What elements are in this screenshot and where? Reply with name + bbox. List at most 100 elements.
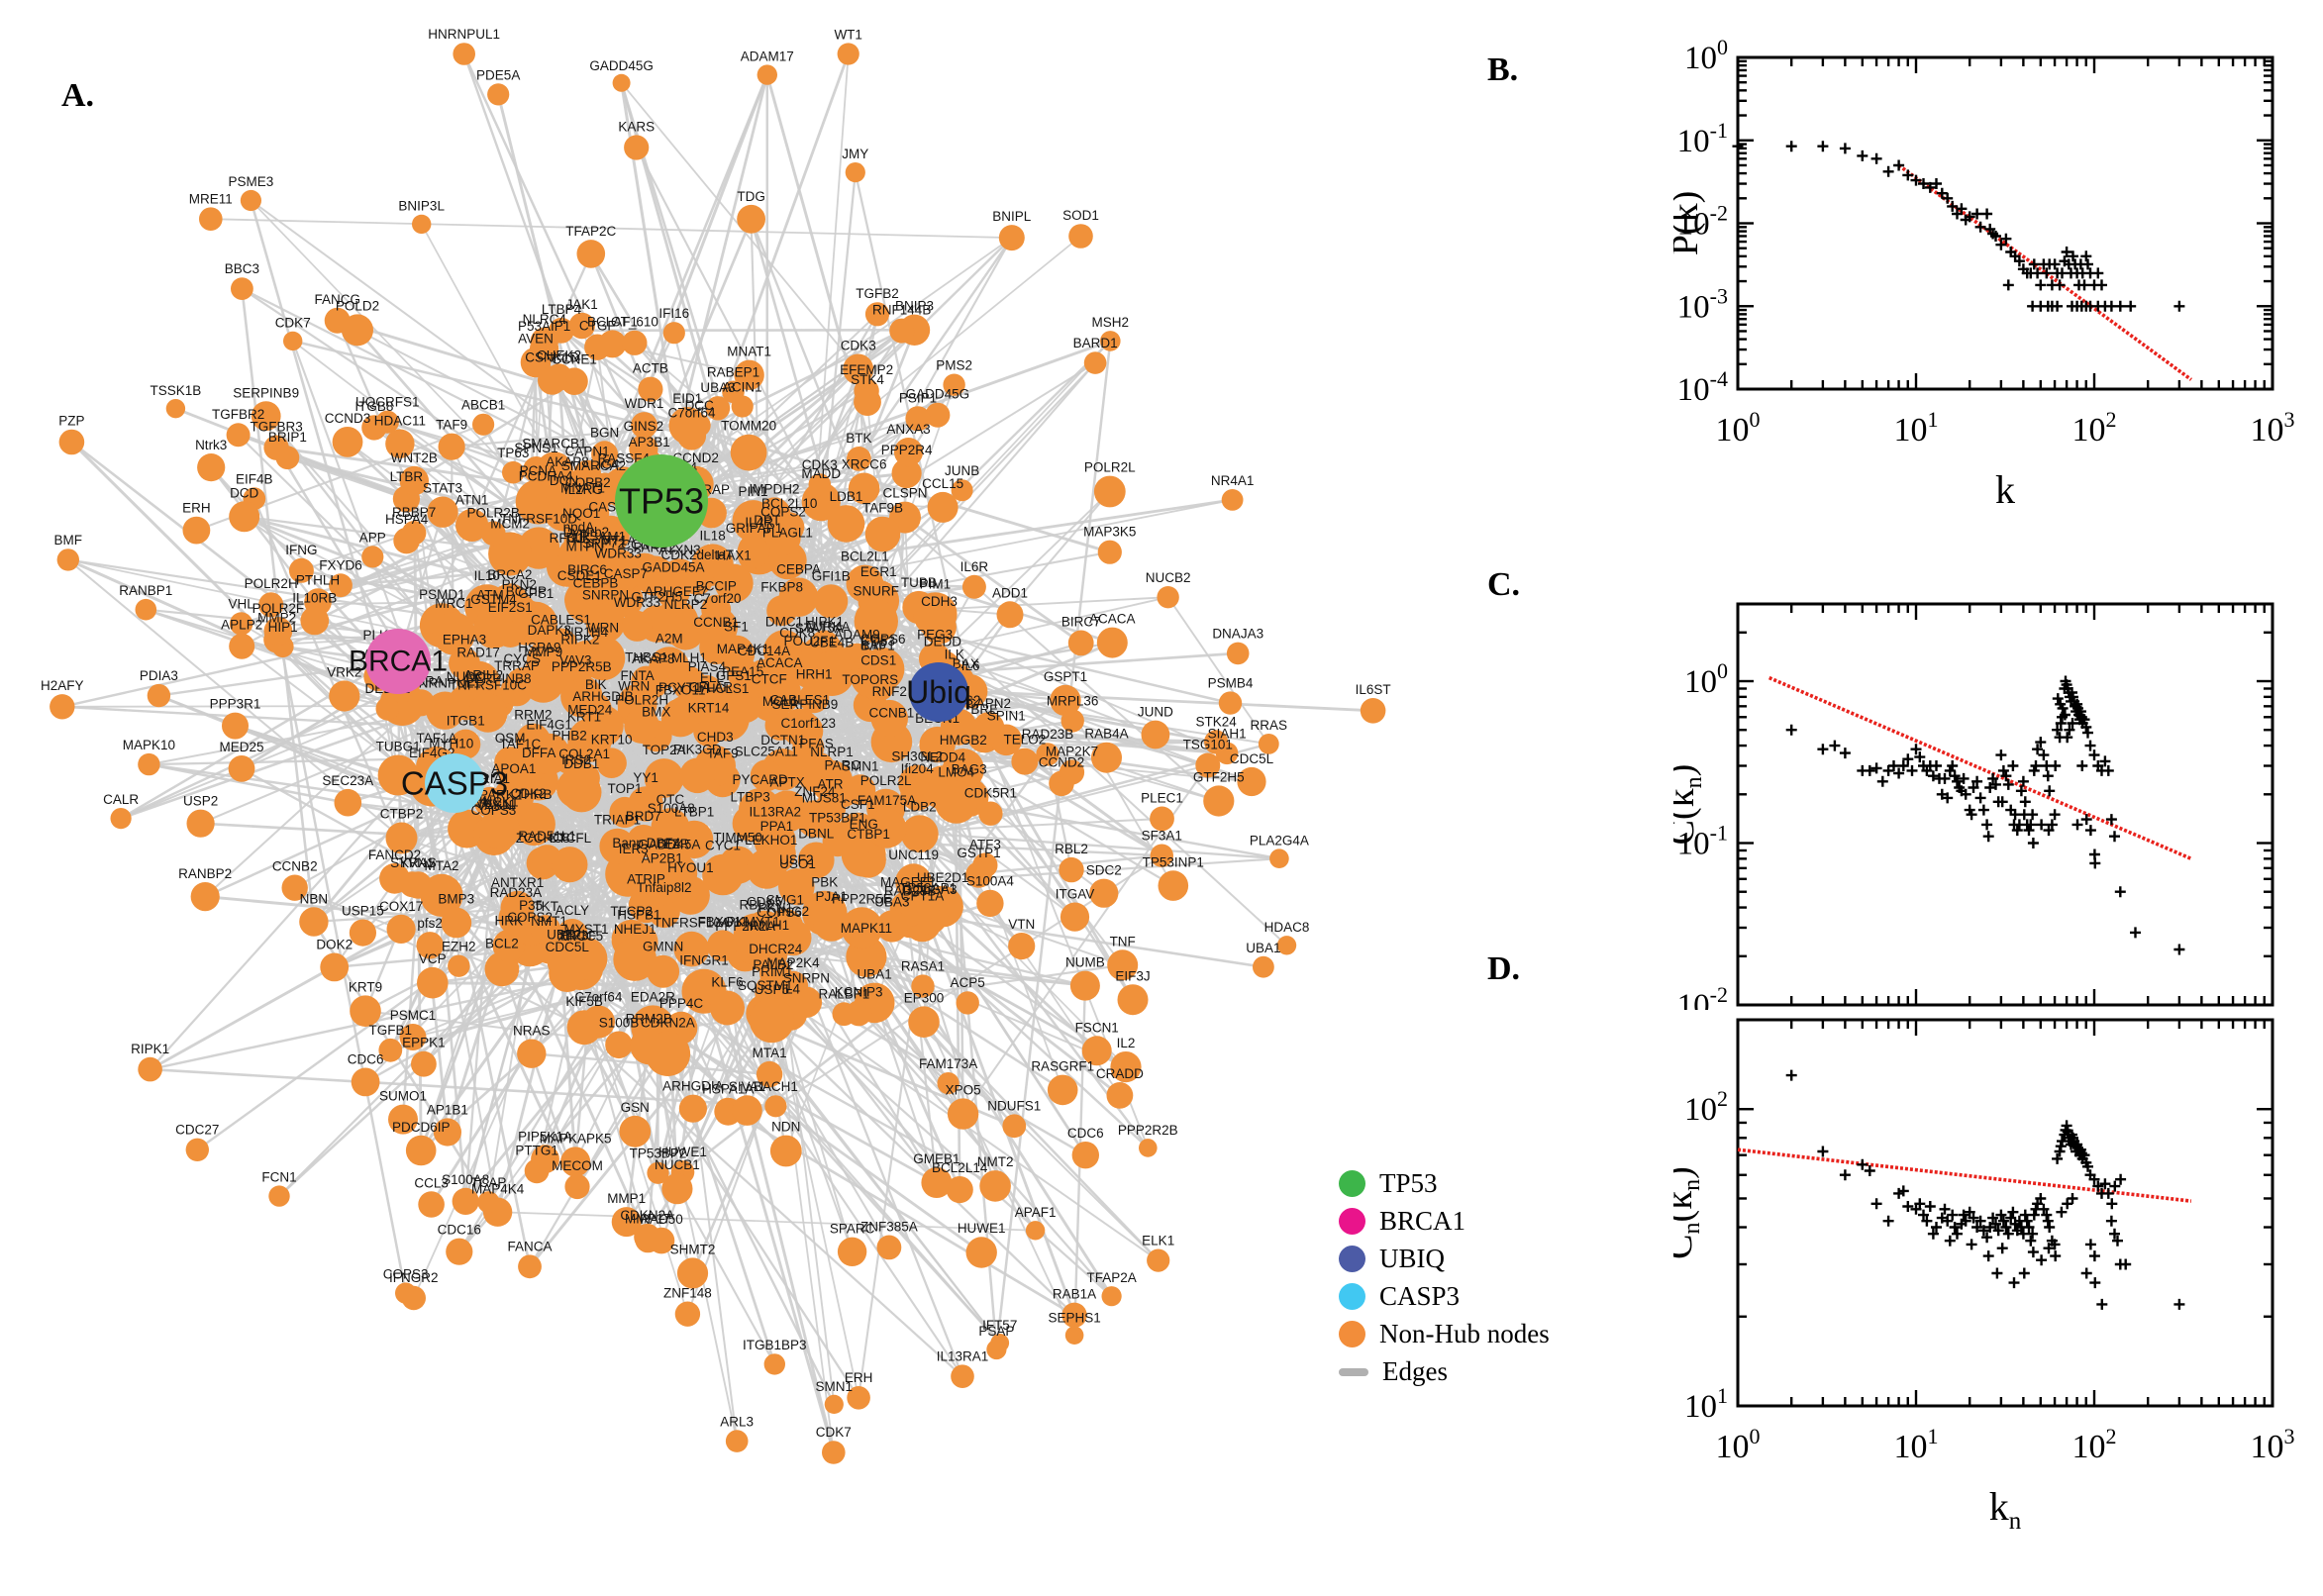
network-node[interactable] <box>730 434 767 471</box>
network-node[interactable] <box>350 995 381 1027</box>
network-node[interactable] <box>299 907 329 937</box>
network-node[interactable] <box>674 1301 701 1327</box>
network-node[interactable] <box>468 693 508 733</box>
network-node[interactable] <box>487 83 510 106</box>
network-node[interactable] <box>1107 949 1139 981</box>
network-node[interactable] <box>759 957 792 990</box>
network-node[interactable] <box>870 699 908 738</box>
network-node[interactable] <box>758 835 796 873</box>
network-node[interactable] <box>965 861 992 888</box>
network-node[interactable] <box>1147 1248 1170 1272</box>
network-node[interactable] <box>824 1394 844 1414</box>
network-node[interactable] <box>1258 734 1279 754</box>
network-node[interactable] <box>1011 748 1039 775</box>
network-node[interactable] <box>763 1353 785 1375</box>
network-node[interactable] <box>965 1237 997 1268</box>
network-node[interactable] <box>702 853 744 896</box>
network-node[interactable] <box>624 135 650 160</box>
network-node[interactable] <box>635 1227 661 1253</box>
network-node[interactable] <box>847 447 871 471</box>
network-node[interactable] <box>864 302 890 327</box>
network-node[interactable] <box>395 1282 417 1304</box>
network-node[interactable] <box>399 1024 427 1050</box>
network-node[interactable] <box>563 522 599 557</box>
network-node[interactable] <box>517 1039 547 1068</box>
network-node[interactable] <box>1064 1326 1084 1345</box>
network-node[interactable] <box>996 601 1024 629</box>
network-node[interactable] <box>528 733 570 775</box>
network-node[interactable] <box>769 1135 802 1167</box>
network-node[interactable] <box>1089 878 1119 908</box>
network-node[interactable] <box>268 1185 290 1207</box>
network-node[interactable] <box>1061 1302 1087 1329</box>
network-node[interactable] <box>552 847 588 883</box>
network-node[interactable] <box>866 808 907 848</box>
network-node[interactable] <box>937 1072 960 1095</box>
network-node[interactable] <box>329 573 353 598</box>
network-node[interactable] <box>50 694 75 720</box>
network-node[interactable] <box>407 689 435 717</box>
network-node[interactable] <box>848 472 880 505</box>
network-node[interactable] <box>433 1118 461 1147</box>
network-node[interactable] <box>1110 1051 1142 1083</box>
network-node[interactable] <box>679 757 716 794</box>
network-node[interactable] <box>750 759 782 792</box>
network-node[interactable] <box>185 1138 209 1162</box>
network-node[interactable] <box>737 204 765 234</box>
network-node[interactable] <box>895 863 932 901</box>
network-node[interactable] <box>986 1339 1007 1360</box>
network-node[interactable] <box>529 334 559 364</box>
network-node[interactable] <box>891 457 922 489</box>
network-node[interactable] <box>1237 766 1266 797</box>
network-node[interactable] <box>898 764 937 803</box>
network-node[interactable] <box>911 974 935 998</box>
network-node[interactable] <box>199 207 223 231</box>
network-node[interactable] <box>1150 806 1174 832</box>
network-node[interactable] <box>591 441 619 468</box>
network-node[interactable] <box>599 828 636 864</box>
network-node[interactable] <box>197 453 226 482</box>
network-node[interactable] <box>229 612 253 636</box>
network-node[interactable] <box>648 852 691 897</box>
network-node[interactable] <box>138 752 160 776</box>
network-node[interactable] <box>545 470 590 515</box>
network-node[interactable] <box>544 628 578 662</box>
network-node[interactable] <box>613 938 657 981</box>
network-node[interactable] <box>647 1161 669 1184</box>
network-node[interactable] <box>976 889 1004 918</box>
network-node[interactable] <box>734 359 764 390</box>
network-node[interactable] <box>947 1098 979 1130</box>
network-node[interactable] <box>1060 709 1084 733</box>
network-node[interactable] <box>1096 627 1128 658</box>
network-node[interactable] <box>288 557 314 583</box>
network-node[interactable] <box>827 505 865 543</box>
network-node[interactable] <box>796 800 834 838</box>
network-node[interactable] <box>446 1238 473 1265</box>
network-node[interactable] <box>427 496 458 528</box>
network-node[interactable] <box>1360 698 1386 724</box>
network-node[interactable] <box>531 915 561 946</box>
network-node[interactable] <box>1157 586 1179 609</box>
network-node[interactable] <box>762 630 806 672</box>
network-node[interactable] <box>846 564 884 603</box>
network-node[interactable] <box>927 491 959 523</box>
network-node[interactable] <box>1036 743 1060 766</box>
network-node[interactable] <box>386 914 416 945</box>
network-node[interactable] <box>1139 1139 1158 1157</box>
network-node[interactable] <box>385 429 415 458</box>
network-node[interactable] <box>1097 540 1122 564</box>
network-node[interactable] <box>405 1135 437 1166</box>
network-node[interactable] <box>900 815 939 853</box>
network-node[interactable] <box>814 584 849 619</box>
network-node[interactable] <box>1158 870 1189 901</box>
network-node[interactable] <box>416 932 444 959</box>
network-node[interactable] <box>1117 984 1149 1016</box>
network-node[interactable] <box>524 1158 550 1184</box>
network-node[interactable] <box>624 708 659 744</box>
network-node[interactable] <box>251 401 281 432</box>
network-node[interactable] <box>622 330 648 355</box>
network-node[interactable] <box>732 1095 762 1126</box>
network-node[interactable] <box>678 1094 708 1123</box>
network-node[interactable] <box>1141 720 1170 749</box>
network-node[interactable] <box>786 712 824 749</box>
